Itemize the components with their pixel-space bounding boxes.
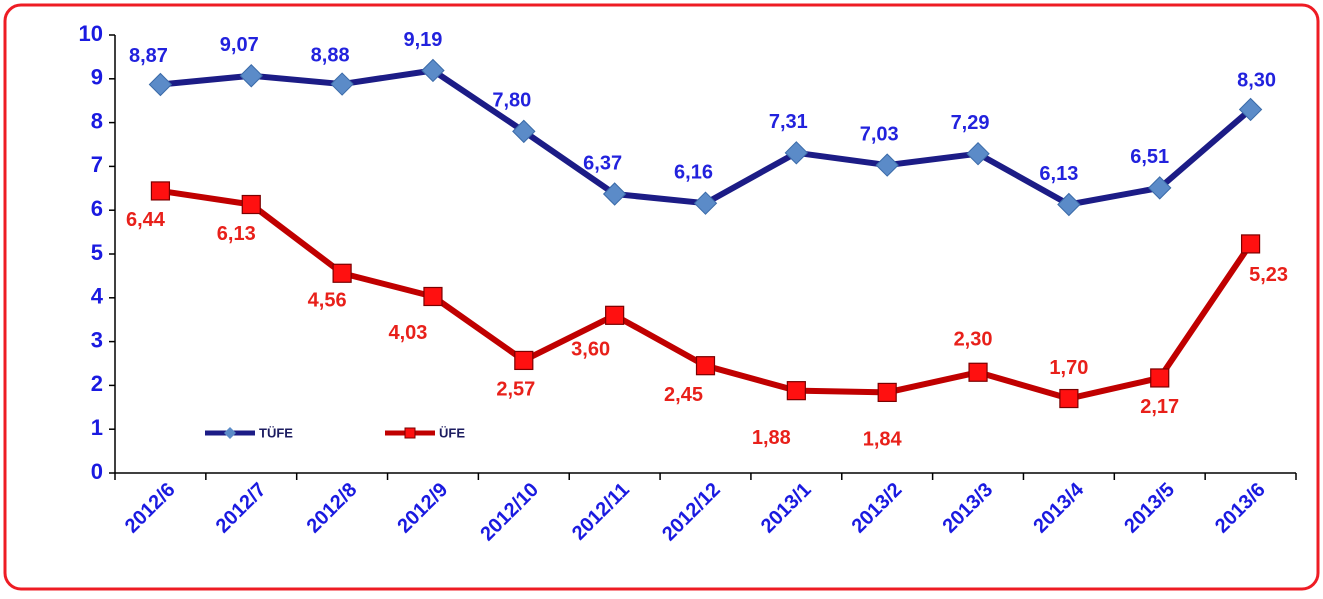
data-label: 6,16 bbox=[674, 161, 713, 183]
data-label: 2,45 bbox=[664, 384, 703, 406]
y-tick-label: 2 bbox=[91, 371, 103, 396]
legend-label: TÜFE bbox=[259, 425, 293, 440]
point-marker bbox=[423, 286, 443, 307]
point-marker bbox=[693, 191, 718, 215]
point-marker bbox=[877, 382, 897, 403]
point-marker bbox=[421, 58, 445, 83]
data-label: 8,87 bbox=[129, 45, 168, 67]
legend-label: ÜFE bbox=[439, 425, 465, 440]
y-tick-label: 9 bbox=[91, 65, 103, 90]
legend-marker bbox=[224, 427, 236, 439]
data-label: 4,03 bbox=[388, 322, 427, 344]
data-label: 7,80 bbox=[492, 90, 531, 112]
point-marker bbox=[239, 64, 263, 88]
data-label: 8,30 bbox=[1237, 70, 1276, 92]
data-label: 8,88 bbox=[311, 44, 350, 66]
y-tick-label: 7 bbox=[91, 152, 103, 177]
data-label: 6,13 bbox=[1039, 163, 1078, 185]
point-marker bbox=[514, 350, 534, 371]
point-marker bbox=[1240, 234, 1261, 254]
point-marker bbox=[148, 72, 173, 97]
point-marker bbox=[968, 362, 988, 382]
data-label: 3,60 bbox=[571, 339, 610, 361]
data-label: 9,07 bbox=[220, 34, 259, 56]
y-tick-label: 3 bbox=[91, 327, 103, 352]
data-label: 7,29 bbox=[951, 112, 990, 134]
point-marker bbox=[150, 181, 171, 201]
point-marker bbox=[1238, 97, 1263, 122]
point-marker bbox=[1057, 192, 1081, 217]
point-marker bbox=[786, 381, 806, 401]
data-label: 2,30 bbox=[954, 329, 993, 351]
y-tick-label: 10 bbox=[79, 21, 103, 46]
point-marker bbox=[605, 305, 625, 325]
y-tick-label: 1 bbox=[91, 415, 103, 440]
y-tick-label: 6 bbox=[91, 196, 103, 221]
legend-marker bbox=[404, 427, 416, 439]
data-label: 5,23 bbox=[1249, 264, 1288, 286]
data-label: 6,37 bbox=[583, 152, 622, 174]
y-tick-label: 5 bbox=[91, 240, 103, 265]
point-marker bbox=[875, 153, 899, 177]
point-marker bbox=[241, 194, 261, 215]
point-marker bbox=[1150, 368, 1170, 388]
point-marker bbox=[1059, 388, 1079, 409]
data-label: 7,03 bbox=[860, 123, 899, 145]
y-tick-label: 8 bbox=[91, 108, 103, 133]
data-label: 1,70 bbox=[1049, 357, 1088, 379]
point-marker bbox=[784, 141, 809, 165]
data-label: 7,31 bbox=[769, 111, 808, 133]
point-marker bbox=[1148, 176, 1172, 200]
data-label: 6,13 bbox=[217, 223, 256, 245]
point-marker bbox=[695, 356, 716, 376]
data-label: 2,57 bbox=[496, 379, 535, 401]
data-label: 1,88 bbox=[752, 427, 791, 449]
data-label: 2,17 bbox=[1140, 396, 1179, 418]
chart-border bbox=[3, 3, 1320, 591]
y-tick-label: 0 bbox=[91, 459, 103, 484]
y-tick-label: 4 bbox=[91, 284, 104, 309]
point-marker bbox=[330, 72, 354, 96]
point-marker bbox=[512, 119, 536, 144]
data-label: 4,56 bbox=[308, 290, 347, 312]
data-label: 6,44 bbox=[126, 209, 166, 231]
point-marker bbox=[602, 182, 627, 206]
data-label: 9,19 bbox=[403, 29, 442, 51]
point-marker bbox=[332, 263, 352, 283]
data-label: 1,84 bbox=[863, 429, 903, 451]
point-marker bbox=[966, 141, 990, 166]
data-label: 6,51 bbox=[1130, 146, 1169, 168]
